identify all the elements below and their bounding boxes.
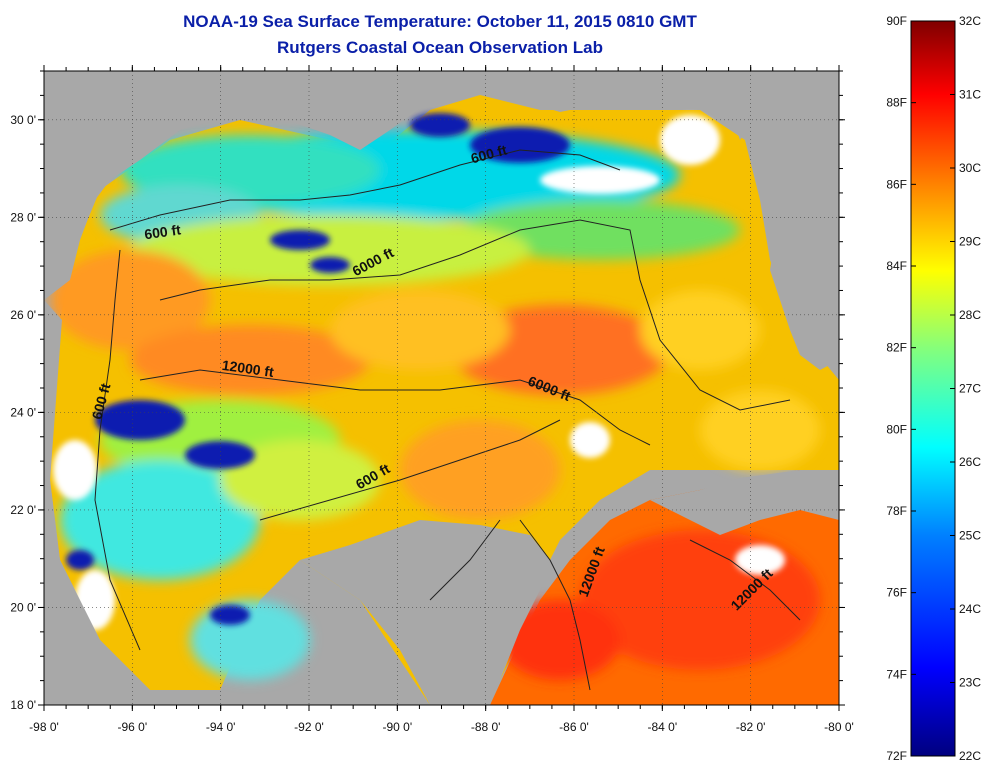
x-tick-label: -84 0' <box>648 720 678 734</box>
bathymetry-contours <box>94 149 801 691</box>
colorbar-label-c: 28C <box>959 308 981 322</box>
cold-patches <box>66 113 570 625</box>
contour-600ft-west <box>94 249 141 651</box>
colorbar-label-f: 90F <box>886 14 907 28</box>
x-tick-label: -80 0' <box>824 720 854 734</box>
colorbar-label-c: 24C <box>959 602 981 616</box>
y-tick-label: 28 0' <box>10 210 36 224</box>
colorbar-label-f: 86F <box>886 177 907 191</box>
x-tick-label: -98 0' <box>29 720 59 734</box>
colorbar-label-c: 23C <box>959 676 981 690</box>
x-tick-label: -82 0' <box>736 720 766 734</box>
colorbar-label-f: 84F <box>886 259 907 273</box>
yucatan-peninsula <box>300 520 550 705</box>
contour-6000ft <box>159 219 791 411</box>
cuba <box>650 470 839 535</box>
colorbar-label-c: 29C <box>959 235 981 249</box>
axis-tick-labels: -98 0' -96 0' -94 0' -92 0' -90 0' -88 0' -86 … <box>10 113 853 734</box>
colorbar-labels: 90F 88F 86F 84F 82F 80F 78F 76F 74F 72F 32C 31C 30C 2… <box>886 14 981 763</box>
contour-yucatan <box>429 519 501 601</box>
map-title: NOAA-19 Sea Surface Temperature: October… <box>183 12 697 31</box>
y-tick-label: 22 0' <box>10 503 36 517</box>
colorbar-label-f: 88F <box>886 96 907 110</box>
contour-12000ft-east <box>689 539 801 621</box>
landmasses <box>44 71 839 705</box>
y-tick-label: 24 0' <box>10 405 36 419</box>
colorbar-label-c: 25C <box>959 529 981 543</box>
y-tick-label: 20 0' <box>10 600 36 614</box>
colorbar-label-f: 72F <box>886 749 907 763</box>
x-tick-label: -94 0' <box>206 720 236 734</box>
x-tick-label: -90 0' <box>383 720 413 734</box>
contour-12000ft <box>139 369 651 446</box>
contour-label: 12000 ft <box>221 357 275 380</box>
colorbar <box>910 20 956 757</box>
colorbar-label-f: 78F <box>886 504 907 518</box>
contour-600ft-south <box>259 419 561 521</box>
us-gulf-coast <box>44 71 839 300</box>
x-tick-label: -88 0' <box>471 720 501 734</box>
colorbar-label-f: 82F <box>886 341 907 355</box>
colorbar-label-f: 76F <box>886 586 907 600</box>
map-subtitle: Rutgers Coastal Ocean Observation Lab <box>277 38 603 57</box>
colorbar-label-c: 26C <box>959 455 981 469</box>
contour-label: 600 ft <box>143 221 182 242</box>
graticule <box>44 71 839 705</box>
colorbar-label-f: 74F <box>886 667 907 681</box>
y-tick-label: 30 0' <box>10 113 36 127</box>
colorbar-label-c: 32C <box>959 14 981 28</box>
colorbar-label-c: 31C <box>959 88 981 102</box>
colorbar-label-c: 22C <box>959 749 981 763</box>
y-tick-label: 26 0' <box>10 308 36 322</box>
x-tick-label: -86 0' <box>559 720 589 734</box>
x-tick-label: -92 0' <box>294 720 324 734</box>
contour-600ft-north <box>109 149 621 231</box>
contour-12000ft-caribbean <box>519 519 591 691</box>
y-tick-label: 18 0' <box>10 698 36 712</box>
colorbar-label-c: 27C <box>959 382 981 396</box>
axis-ticks <box>38 65 845 711</box>
colorbar-label-c: 30C <box>959 161 981 175</box>
mexico-west <box>44 300 200 705</box>
x-tick-label: -96 0' <box>118 720 148 734</box>
florida-peninsula <box>760 80 839 370</box>
colorbar-label-f: 80F <box>886 422 907 436</box>
